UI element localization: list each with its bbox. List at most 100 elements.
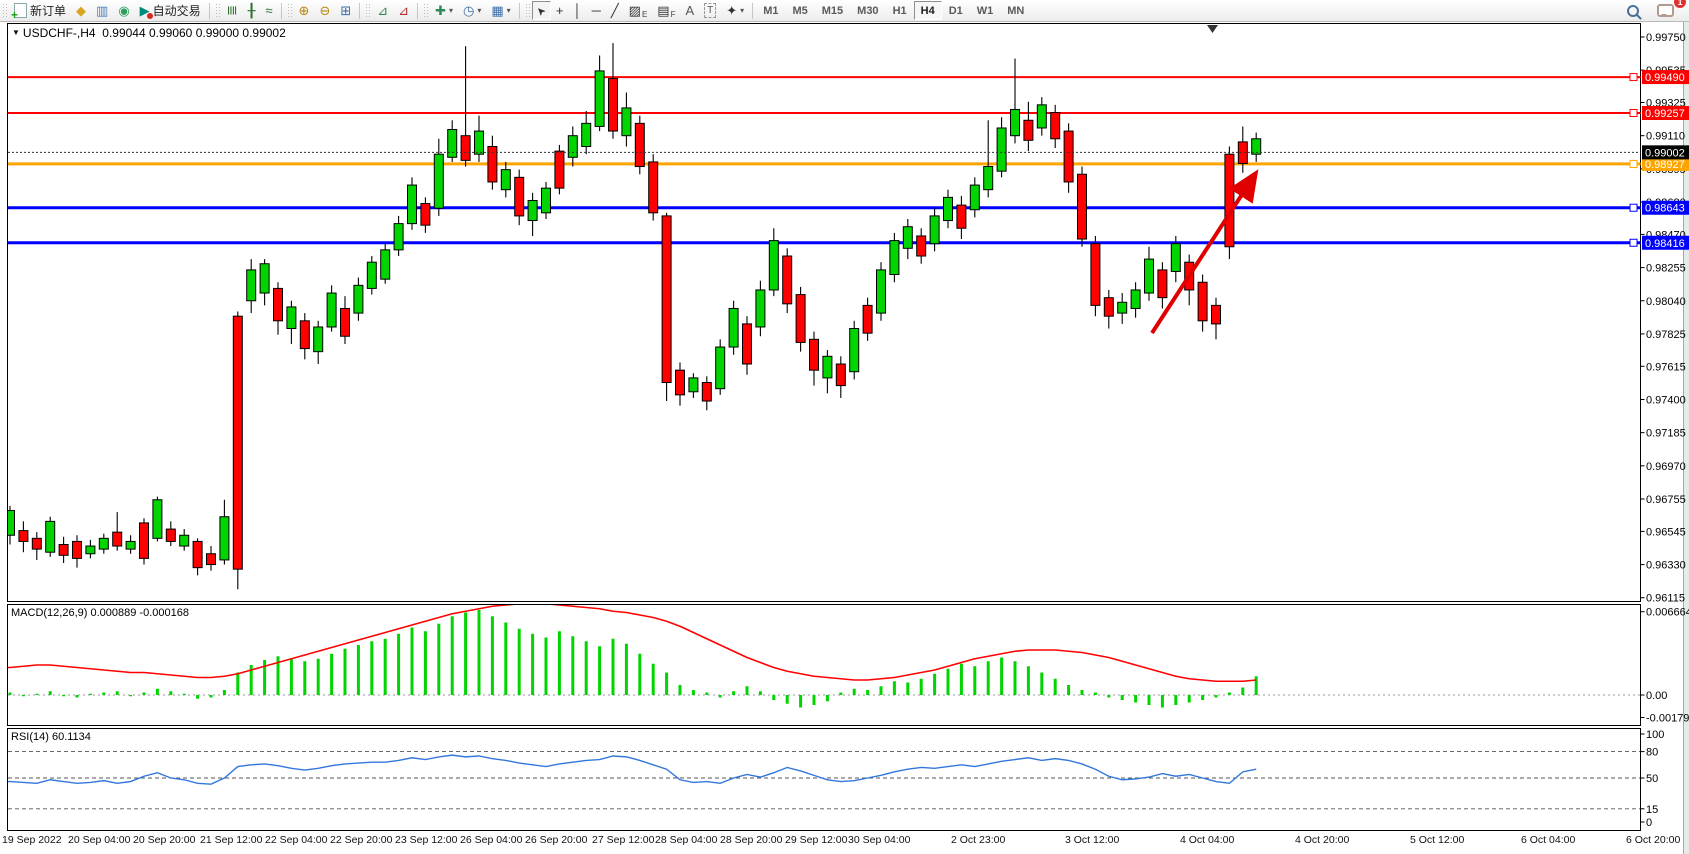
candle	[1157, 269, 1168, 299]
trend-arrow[interactable]	[1150, 169, 1259, 335]
chart-shift-marker[interactable]	[1207, 25, 1218, 33]
candle	[31, 537, 42, 550]
chevron-down-icon[interactable]: ▾	[448, 6, 453, 15]
candle	[983, 166, 994, 191]
line-handle[interactable]	[1629, 73, 1638, 82]
timeframe-m1-button[interactable]: M1	[756, 1, 785, 20]
styler-button[interactable]: ◆	[71, 1, 91, 20]
candle	[594, 70, 605, 127]
candle	[675, 369, 685, 396]
candle	[152, 499, 163, 539]
bar-chart-button[interactable]: ≣	[222, 1, 243, 20]
candlestick-chart-button[interactable]: ╂	[243, 1, 261, 20]
vertical-line-icon: │	[573, 3, 582, 18]
macd-layer	[8, 605, 1640, 708]
candle	[380, 249, 391, 280]
grip	[524, 3, 530, 18]
timeframe-mn-button[interactable]: MN	[1000, 1, 1031, 20]
timeframe-m15-button[interactable]: M15	[815, 1, 850, 20]
auto-scroll-button[interactable]: ⊿	[372, 1, 393, 20]
candle	[246, 269, 257, 302]
autotrading-button-label: 自动交易	[152, 4, 201, 18]
templates-icon: ▦	[491, 3, 504, 18]
timeframe-w1-button[interactable]: W1	[970, 1, 1001, 20]
tile-windows-button[interactable]: ⊞	[335, 1, 356, 20]
zoom-out-button[interactable]: ⊖	[314, 1, 335, 20]
candle	[219, 516, 230, 561]
autotrading-button[interactable]: ▶ 自动交易	[135, 1, 206, 20]
templates-button[interactable]: ▦ ▾	[486, 1, 515, 20]
equidistant-channel-button[interactable]: ▨ E	[624, 1, 653, 20]
timeframe-m30-button[interactable]: M30	[850, 1, 885, 20]
chart-title[interactable]: ▼ USDCHF-,H4 0.99044 0.99060 0.99000 0.99…	[12, 26, 286, 40]
candle	[85, 545, 96, 555]
new-order-button[interactable]: 新订单	[9, 1, 71, 22]
chevron-down-icon[interactable]: ▾	[506, 6, 511, 15]
indicators-button[interactable]: ✚ ▾	[430, 1, 458, 20]
candle	[581, 122, 592, 147]
line-chart-icon: ≈	[265, 3, 273, 18]
chart-ohlc-quote: 0.99044 0.99060 0.99000 0.99002	[102, 26, 286, 40]
vertical-line-button[interactable]: │	[568, 1, 586, 20]
window-margin	[1684, 21, 1689, 854]
search-button[interactable]	[1622, 1, 1644, 20]
chart-shift-button[interactable]: ⊿	[393, 1, 414, 20]
time-axis-label: 28 Sep 04:00	[655, 834, 718, 846]
line-handle[interactable]	[1629, 203, 1638, 212]
timeframe-d1-button[interactable]: D1	[942, 1, 970, 20]
periods-icon: ◷	[463, 3, 475, 18]
line-chart-button[interactable]: ≈	[260, 1, 277, 20]
timeframe-h1-button[interactable]: H1	[886, 1, 914, 20]
candle	[782, 255, 793, 305]
collapse-icon[interactable]: ▼	[12, 28, 20, 37]
fibonacci-button[interactable]: ▤ F	[652, 1, 680, 20]
text-label-button[interactable]: T	[699, 1, 721, 20]
periods-button[interactable]: ◷ ▾	[458, 1, 486, 20]
candle	[232, 315, 243, 570]
candle	[902, 226, 913, 249]
candle	[1010, 108, 1020, 137]
chat-button[interactable]: 1	[1652, 0, 1686, 20]
toolbar-right: 1	[1622, 0, 1689, 20]
candle	[179, 534, 190, 547]
chevron-down-icon[interactable]: ▾	[477, 6, 482, 15]
arrows-button[interactable]: ✦ ▾	[721, 1, 749, 20]
candle	[366, 261, 377, 289]
time-axis-label: 30 Sep 04:00	[848, 834, 911, 846]
crosshair-button[interactable]: +	[551, 1, 569, 20]
market-watch-icon: ▥	[96, 3, 109, 18]
cursor-button[interactable]: ➤	[531, 1, 551, 20]
signals-icon: ◉	[118, 3, 130, 18]
price-tag	[1642, 70, 1689, 85]
line-handle[interactable]	[1629, 159, 1638, 168]
zoom-in-button[interactable]: ⊕	[294, 1, 315, 20]
candle	[1211, 304, 1221, 325]
candle	[715, 346, 726, 390]
rsi-line	[8, 754, 1257, 785]
timeframe-h4-button[interactable]: H4	[913, 1, 942, 20]
candle	[1050, 112, 1061, 140]
candle	[768, 240, 779, 291]
sep	[359, 2, 361, 19]
text-button[interactable]: A	[680, 1, 699, 20]
timeframe-m5-button[interactable]: M5	[785, 1, 814, 20]
candle	[661, 215, 672, 384]
signals-button[interactable]: ◉	[113, 1, 134, 20]
horizontal-line-button[interactable]: ─	[587, 1, 606, 20]
candle	[18, 530, 29, 542]
candle	[460, 135, 471, 161]
price-tick-label: 0.97400	[1646, 394, 1686, 406]
main-panel	[7, 23, 1641, 602]
candle	[1197, 281, 1208, 322]
chevron-down-icon[interactable]: ▾	[740, 6, 745, 15]
candle	[1063, 130, 1074, 183]
macd-panel	[7, 604, 1641, 726]
styler-icon: ◆	[76, 3, 87, 18]
sep	[280, 2, 282, 19]
chat-icon	[1657, 4, 1674, 17]
line-handle[interactable]	[1629, 238, 1638, 247]
candle	[72, 540, 82, 559]
line-handle[interactable]	[1629, 109, 1638, 118]
trendline-button[interactable]: ╱	[606, 1, 624, 20]
market-watch-button[interactable]: ▥	[91, 1, 113, 20]
